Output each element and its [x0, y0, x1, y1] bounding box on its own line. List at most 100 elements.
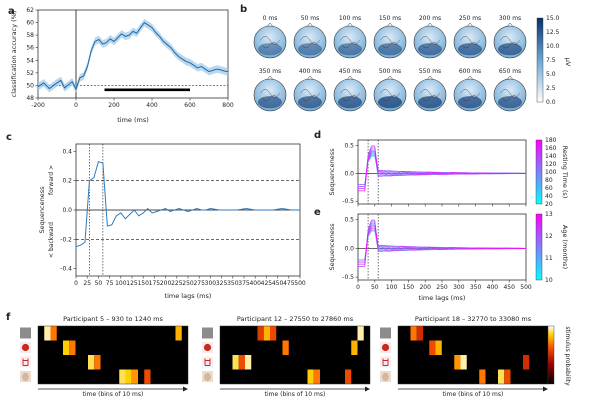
panel-b-colorbar-tick: 15.0 [546, 15, 560, 22]
panel-b-time-label: 0 ms [263, 15, 278, 22]
panel-b-topomap-nose [266, 75, 274, 80]
panel-b-colorbar-tick: 7.5 [546, 57, 556, 64]
panel-f-xlabel: time (bins of 10 ms) [443, 391, 504, 398]
panel-f-stimulus-character-glyph [22, 358, 29, 366]
panel-b-topomap-nose [466, 22, 474, 27]
panel-c-ytick-label: -0.4 [60, 266, 72, 273]
panel-f-heatmap-cell [351, 340, 358, 355]
panel-b-colorbar-tick: 0.0 [546, 99, 556, 106]
panel-e-colorbar-tick: 13 [545, 211, 553, 218]
panel-b-topomap-head [333, 25, 367, 59]
panel-b-topomap-occipital [458, 96, 482, 109]
panel-e-ytick-label: 0.5 [344, 217, 354, 224]
panel-b-topomap-contour [261, 42, 279, 49]
panel-d-series-line [358, 150, 527, 189]
panel-f-heatmap-cell [175, 326, 182, 341]
panel-b-time-label: 450 ms [339, 68, 361, 75]
panel-f-time-arrowhead [183, 386, 188, 392]
panel-f-heatmap-cell [504, 369, 511, 384]
panel-b-time-label: 150 ms [379, 15, 401, 22]
panel-c-xtick-label: 200 [160, 280, 172, 287]
panel-b-topomap-contour [381, 42, 399, 49]
panel-d-ytick-label: 0.5 [344, 143, 354, 150]
panel-b-topomap-contour [461, 95, 479, 102]
panel-b-topomap-head [293, 25, 327, 59]
panel-e-age-chart: 0 50 100 150 200 250 300 350 400 450 500 -0.5 0.0 0.5… [328, 211, 569, 302]
panel-b-time-label: 400 ms [299, 68, 321, 75]
panel-f-stimulus-face-shape [204, 372, 211, 382]
panel-f-heatmap-cell [523, 355, 530, 370]
panel-f-participant-title: Participant 5 – 930 to 1240 ms [63, 315, 163, 323]
panel-c-xtick-label: 100 [115, 280, 127, 287]
panel-c-ytick-label: 0.2 [62, 178, 72, 185]
panel-d-colorbar-tick: 160 [545, 145, 557, 152]
panel-b-time-label: 500 ms [379, 68, 401, 75]
panel-d-colorbar-tick: 60 [545, 185, 553, 192]
panel-e-series-line [358, 223, 527, 263]
panel-b-topomap-contour [301, 95, 319, 102]
panel-e-xtick-label: 150 [403, 284, 415, 291]
panel-f-heatmap-frame [219, 325, 371, 385]
panel-e-xtick-label: 100 [386, 284, 398, 291]
panel-b-topomap-nose [386, 75, 394, 80]
panel-b-topomap-occipital [338, 96, 362, 109]
panel-b-time-label: 350 ms [259, 68, 281, 75]
panel-f-stimulus-gray-square-icon [202, 327, 213, 339]
panel-a-ytick-label: 62 [26, 7, 34, 14]
panel-c-backward-label: < backward [48, 222, 55, 258]
panel-c-xtick-label: 425 [261, 280, 273, 287]
panel-b-time-label: 550 ms [419, 68, 441, 75]
panel-f-stimulus-gray-square-icon [20, 327, 31, 339]
panel-label-d: d [314, 130, 321, 141]
panel-b-topomap-occipital [258, 43, 282, 56]
panel-a-ci-band [38, 18, 228, 93]
panel-b-topomap-contour [421, 95, 439, 102]
panel-c-xtick-label: 300 [205, 280, 217, 287]
panel-d-series-line [358, 152, 527, 185]
panel-c-ytick-label: 0.4 [62, 148, 72, 155]
panel-e-series-line [358, 226, 527, 261]
panel-b-topomap-nose [346, 22, 354, 27]
panel-c-xtick-label: 25 [83, 280, 91, 287]
panel-c-xlabel: time lags (ms) [165, 292, 212, 300]
panel-e-series-line [358, 220, 527, 265]
panel-a-xlabel: time (ms) [117, 116, 149, 124]
panel-e-xtick-label: 500 [520, 284, 532, 291]
panel-d-series-line [358, 151, 527, 192]
panel-e-series-line [358, 227, 527, 263]
panel-f-time-arrowhead [543, 386, 548, 392]
panel-a-ytick-label: 56 [26, 45, 34, 52]
panel-c-xtick-label: 450 [272, 280, 284, 287]
panel-e-xtick-label: 0 [356, 284, 360, 291]
panel-f-heatmap-cell [307, 369, 314, 384]
panel-f-heatmap-cell [345, 369, 352, 384]
panel-a-ytick-label: 58 [26, 32, 34, 39]
panel-b-colorbar-label: µV [564, 58, 572, 67]
panel-f-heatmap-cell [257, 326, 264, 341]
panel-label-c: c [6, 132, 12, 143]
panel-c-xtick-label: 475 [283, 280, 295, 287]
panel-e-ylabel: Sequenceness [328, 223, 336, 271]
panel-f-stimulus-face-shape [22, 372, 29, 382]
panel-b-topomap-head [373, 25, 407, 59]
panel-a-ytick-label: 60 [26, 20, 34, 27]
panel-c-xtick-label: 75 [106, 280, 114, 287]
panel-f-heatmap-cell [282, 340, 289, 355]
panel-b-topomap-occipital [418, 43, 442, 56]
panel-f-heatmap-cell [94, 355, 101, 370]
panel-label-f: f [6, 312, 11, 323]
panel-c-ytick-label: 0.0 [62, 207, 72, 214]
panel-b-topomap-nose [306, 75, 314, 80]
panel-c-ytick-label: -0.2 [60, 236, 72, 243]
panel-f-heatmap-cell [313, 369, 320, 384]
panel-f-stimulus-character-icon [202, 356, 213, 368]
panel-c-sequenceness-chart: 0 25 50 75 100 125 150 175 200 225 250 275 300 325 350… [38, 143, 306, 300]
panel-a-frame [37, 9, 229, 99]
panel-d-series-line [358, 145, 527, 187]
panel-b-time-label: 200 ms [419, 15, 441, 22]
panel-label-b: b [240, 4, 247, 15]
panel-c-xtick-label: 400 [249, 280, 261, 287]
panel-f-heatmap-cell [232, 355, 239, 370]
